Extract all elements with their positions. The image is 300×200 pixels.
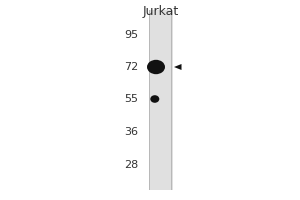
Polygon shape [174, 64, 182, 70]
Ellipse shape [147, 60, 165, 74]
Ellipse shape [150, 95, 159, 103]
Bar [148, 10, 150, 190]
Text: 72: 72 [124, 62, 138, 72]
Text: 55: 55 [124, 94, 138, 104]
Text: 36: 36 [124, 127, 138, 137]
Bar [171, 10, 172, 190]
Text: Jurkat: Jurkat [142, 4, 178, 18]
Bar [148, 10, 172, 190]
Text: 95: 95 [124, 30, 138, 40]
Text: 28: 28 [124, 160, 138, 170]
